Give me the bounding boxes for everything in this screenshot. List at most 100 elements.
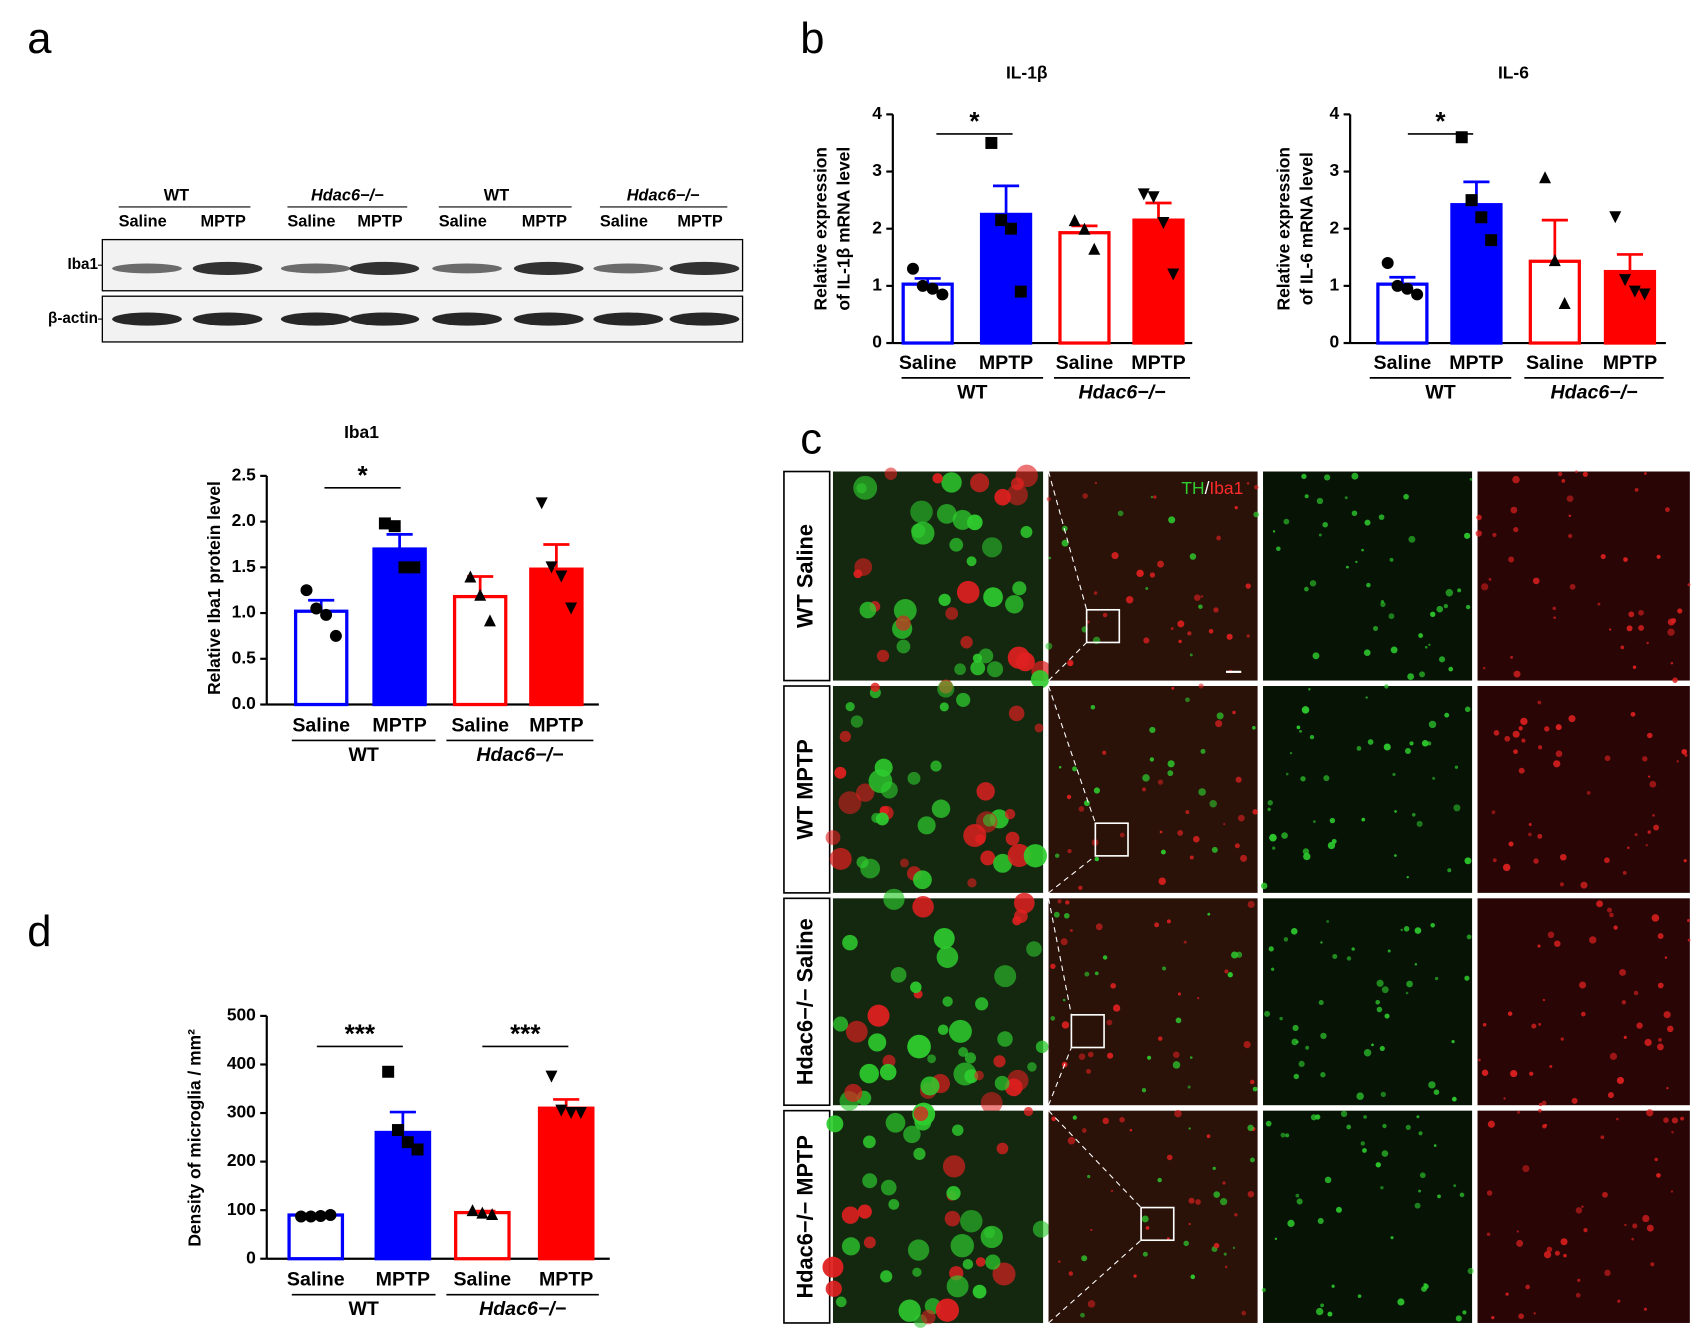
blot-lane-label: Saline xyxy=(287,212,335,230)
cell xyxy=(1552,606,1556,611)
cell xyxy=(1622,870,1627,875)
cell xyxy=(1421,1286,1427,1292)
zoom-line xyxy=(1048,685,1096,824)
cell xyxy=(931,799,951,818)
data-point xyxy=(1147,191,1160,204)
cell xyxy=(1200,748,1206,754)
row-label-box xyxy=(783,685,831,894)
cell xyxy=(1623,1035,1627,1039)
cell xyxy=(1162,966,1167,971)
bar xyxy=(372,547,427,707)
cell xyxy=(1185,697,1190,703)
cell xyxy=(1125,596,1134,604)
cell xyxy=(1643,1307,1647,1311)
cell xyxy=(1112,1004,1121,1012)
cell xyxy=(1090,705,1096,710)
cell xyxy=(1365,696,1368,699)
cell xyxy=(1486,1190,1493,1196)
zoom-line xyxy=(1048,1047,1072,1106)
cell xyxy=(1050,963,1056,969)
cell xyxy=(1322,521,1328,528)
cell xyxy=(1326,920,1329,923)
cell xyxy=(1375,1162,1381,1168)
cell xyxy=(1620,645,1625,650)
cell xyxy=(1609,912,1614,918)
cell xyxy=(1351,947,1355,951)
bar xyxy=(293,609,349,707)
cell xyxy=(945,607,959,620)
blot-band xyxy=(192,261,263,275)
cell xyxy=(1387,949,1391,953)
cell xyxy=(880,1179,897,1196)
cell xyxy=(1235,776,1242,783)
cell xyxy=(978,648,994,664)
x-tick-label: Saline xyxy=(1526,352,1584,374)
cell xyxy=(1502,863,1511,872)
data-point xyxy=(926,282,939,295)
cell xyxy=(898,1299,921,1322)
blot-lane-label: MPTP xyxy=(522,212,567,230)
cell xyxy=(1416,820,1423,827)
cell xyxy=(1454,765,1459,769)
cell xyxy=(1672,677,1678,683)
image-legend: TH/Iba1 xyxy=(1181,478,1243,498)
cell xyxy=(1528,823,1532,827)
cell xyxy=(1407,673,1415,680)
cell xyxy=(1553,760,1561,768)
cell xyxy=(907,1034,931,1059)
cell xyxy=(1532,577,1540,585)
cell xyxy=(1597,602,1601,606)
cell xyxy=(1094,856,1100,862)
cell xyxy=(1318,533,1322,537)
cell xyxy=(1310,1114,1317,1121)
cell xyxy=(958,1047,969,1057)
cell xyxy=(942,1155,966,1178)
cell xyxy=(1569,583,1576,590)
cell xyxy=(1189,553,1197,560)
cell xyxy=(1464,975,1470,981)
cell xyxy=(841,1237,861,1256)
cell xyxy=(1644,472,1647,475)
cell xyxy=(1249,1079,1255,1085)
cell xyxy=(1537,944,1541,948)
cell xyxy=(1346,1124,1352,1130)
cell xyxy=(1623,557,1628,562)
data-point xyxy=(398,561,411,574)
cell xyxy=(1575,470,1578,474)
data-point xyxy=(545,561,558,574)
cell xyxy=(1575,1292,1581,1298)
blot-band xyxy=(669,312,740,326)
cell xyxy=(1023,1106,1034,1117)
cell xyxy=(1579,981,1587,989)
blot-lane-label: Saline xyxy=(439,212,487,230)
cell xyxy=(970,660,986,676)
cell xyxy=(1373,626,1379,632)
cell xyxy=(1051,1116,1057,1122)
y-tick-label: 500 xyxy=(227,1005,256,1025)
legend-part: / xyxy=(1205,478,1210,498)
cell xyxy=(1538,1102,1543,1107)
cell xyxy=(1246,634,1250,638)
cell xyxy=(1243,1041,1251,1049)
cell xyxy=(1397,1298,1405,1306)
cell xyxy=(1657,1043,1664,1051)
x-tick-label: MPTP xyxy=(539,1269,593,1291)
micrograph xyxy=(1048,1110,1258,1323)
cell xyxy=(1638,609,1644,616)
cell xyxy=(1544,726,1550,732)
cell xyxy=(1320,1032,1327,1040)
cell xyxy=(1631,1237,1635,1241)
cell xyxy=(1078,806,1085,812)
cell xyxy=(1234,843,1240,849)
cell xyxy=(1072,1115,1077,1120)
bar xyxy=(1603,269,1657,345)
cell xyxy=(1185,810,1190,815)
cell xyxy=(1394,854,1397,857)
cell xyxy=(1216,535,1221,541)
cell xyxy=(1167,770,1174,777)
cell xyxy=(1508,556,1515,563)
cell xyxy=(1448,666,1454,672)
data-point xyxy=(411,1143,424,1156)
x-tick-label: MPTP xyxy=(1449,352,1503,374)
data-point xyxy=(295,1210,308,1223)
